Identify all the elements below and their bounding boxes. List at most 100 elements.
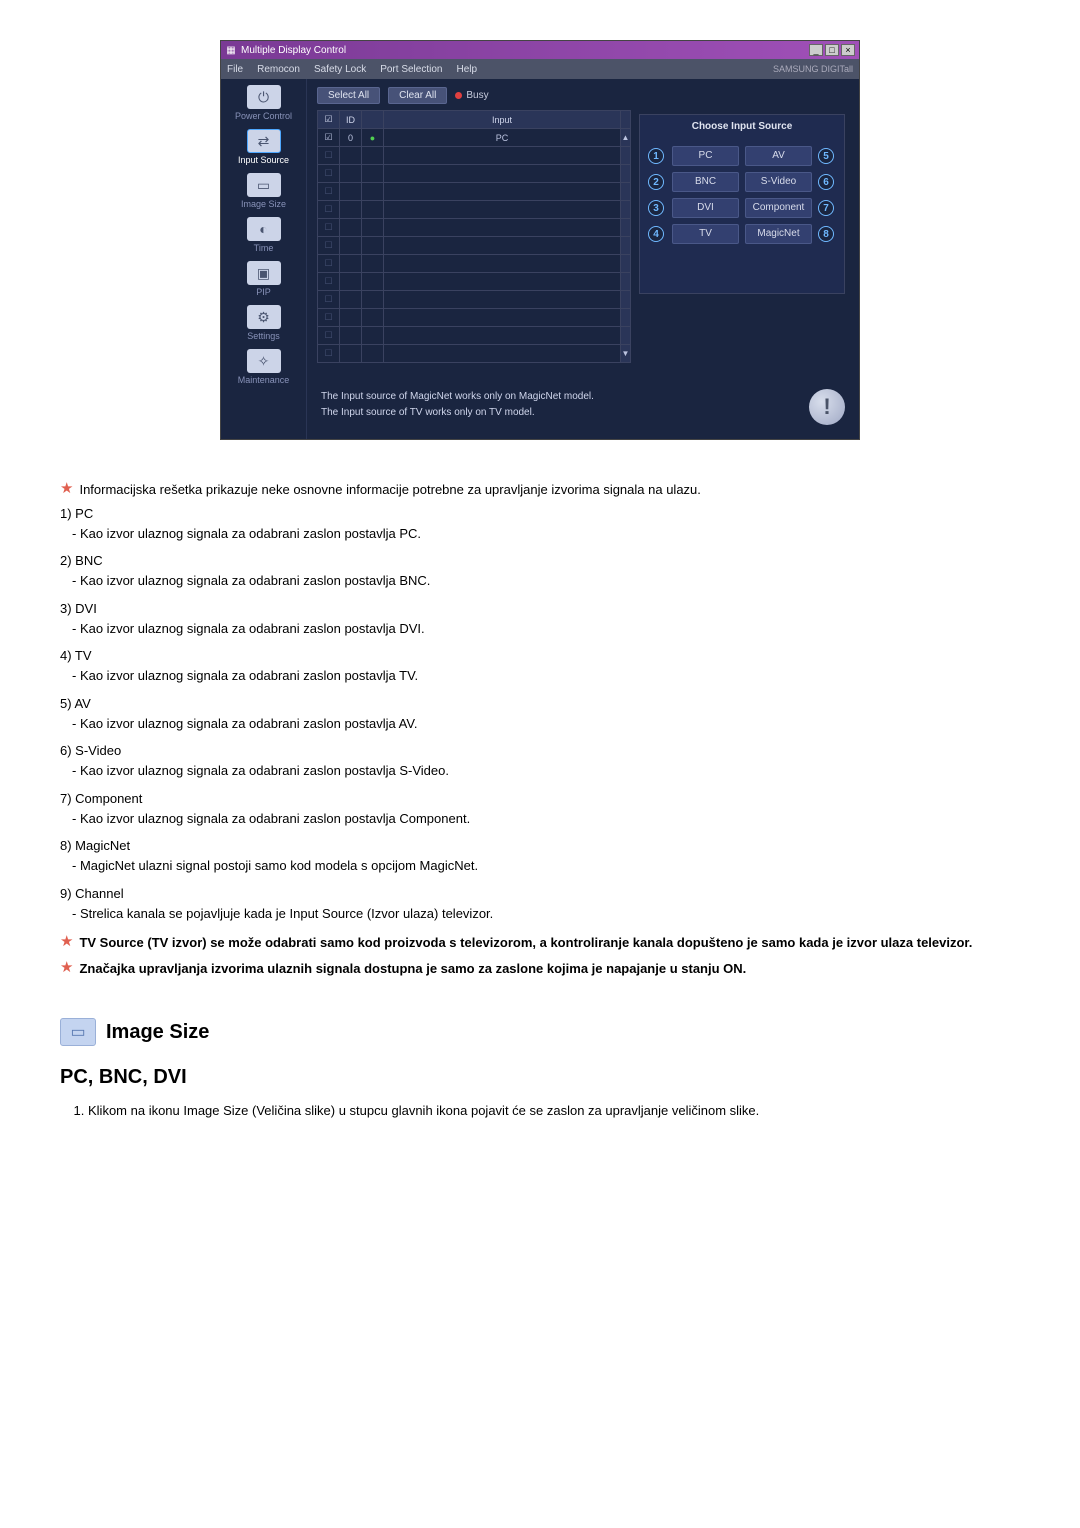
maximize-button[interactable]: □	[825, 44, 839, 56]
grid-cell	[384, 165, 621, 183]
window-buttons: _ □ ×	[809, 44, 855, 56]
grid-cell	[340, 327, 362, 345]
footer-line-2: The Input source of TV works only on TV …	[321, 405, 797, 421]
input-tv-button[interactable]: TV	[672, 224, 739, 244]
sidebar-item-maintenance[interactable]: ✧ Maintenance	[229, 347, 299, 387]
star-text-3: Značajka upravljanja izvorima ulaznih si…	[79, 959, 746, 979]
grid-cell	[362, 309, 384, 327]
sidebar-item-power-control[interactable]: ⏻Power Control	[229, 83, 299, 123]
star-text-1: Informacijska rešetka prikazuje neke osn…	[79, 480, 700, 500]
input-pc-button[interactable]: PC	[672, 146, 739, 166]
time-icon: ◐	[247, 217, 281, 241]
grid-cell	[384, 291, 621, 309]
app-screenshot: ▦ Multiple Display Control _ □ × File Re…	[220, 40, 860, 440]
grid-cell	[340, 273, 362, 291]
power-control-icon: ⏻	[247, 85, 281, 109]
grid-cell	[362, 201, 384, 219]
input-magicnet-button[interactable]: MagicNet	[745, 224, 812, 244]
list-item: 4) TV- Kao izvor ulaznog signala za odab…	[60, 648, 1020, 686]
app-window: ▦ Multiple Display Control _ □ × File Re…	[220, 40, 860, 440]
sidebar-item-pip[interactable]: ▣PIP	[229, 259, 299, 299]
main-area: Select All Clear All Busy ☑IDInput☑0●PC▲…	[307, 79, 859, 439]
input-av-button[interactable]: AV	[745, 146, 812, 166]
sidebar-item-input-source[interactable]: ⇄ Input Source	[229, 127, 299, 167]
image-size-icon: ▭	[60, 1018, 96, 1046]
grid-cell	[340, 183, 362, 201]
number-circle: 5	[818, 148, 834, 164]
list-item: 9) Channel- Strelica kanala se pojavljuj…	[60, 886, 1020, 924]
menu-remocon[interactable]: Remocon	[257, 64, 300, 75]
app-body: ⏻Power Control ⇄ Input Source ▭Image Size ◐ T…	[221, 79, 859, 439]
list-item: 7) Component- Kao izvor ulaznog signala …	[60, 791, 1020, 829]
list-item-label: 5) AV	[60, 696, 1020, 711]
menu-help[interactable]: Help	[456, 64, 477, 75]
sidebar-item-label: Maintenance	[238, 375, 290, 385]
star-icon: ★	[60, 480, 73, 498]
info-grid: ☑IDInput☑0●PC▲☐☐☐☐☐☐☐☐☐☐☐☐▼	[317, 110, 631, 379]
list-item-label: 3) DVI	[60, 601, 1020, 616]
star-icon: ★	[60, 933, 73, 951]
list-item: 8) MagicNet- MagicNet ulazni signal post…	[60, 838, 1020, 876]
minimize-button[interactable]: _	[809, 44, 823, 56]
grid-cell	[362, 255, 384, 273]
grid-cell: ☐	[318, 309, 340, 327]
grid-cell	[384, 183, 621, 201]
grid-cell: ☐	[318, 237, 340, 255]
grid-cell	[384, 201, 621, 219]
list-item-desc: - Kao izvor ulaznog signala za odabrani …	[72, 666, 1020, 686]
instruction-list: Klikom na ikonu Image Size (Veličina sli…	[88, 1101, 1020, 1121]
info-icon: !	[809, 389, 845, 425]
input-source-panel: Choose Input Source 1PCAV52BNCS-Video63D…	[639, 110, 849, 379]
menu-safety-lock[interactable]: Safety Lock	[314, 64, 366, 75]
list-item: 1) PC- Kao izvor ulaznog signala za odab…	[60, 506, 1020, 544]
clear-all-button[interactable]: Clear All	[388, 87, 447, 104]
input-component-button[interactable]: Component	[745, 198, 812, 218]
sidebar-item-settings[interactable]: ⚙Settings	[229, 303, 299, 343]
grid-cell	[340, 165, 362, 183]
grid-cell	[340, 345, 362, 363]
list-item: 6) S-Video- Kao izvor ulaznog signala za…	[60, 743, 1020, 781]
grid-cell	[384, 327, 621, 345]
grid-cell	[384, 345, 621, 363]
menu-port-selection[interactable]: Port Selection	[380, 64, 442, 75]
maintenance-icon: ✧	[247, 349, 281, 373]
grid-cell	[384, 273, 621, 291]
grid-cell	[340, 201, 362, 219]
sidebar-item-image-size[interactable]: ▭Image Size	[229, 171, 299, 211]
input-source-icon: ⇄	[247, 129, 281, 153]
grid-cell: ☑	[318, 129, 340, 147]
grid-cell	[362, 273, 384, 291]
sidebar-item-label: Input Source	[238, 155, 289, 165]
app-icon: ▦	[225, 44, 237, 56]
input-dvi-button[interactable]: DVI	[672, 198, 739, 218]
toolbar: Select All Clear All Busy	[307, 79, 859, 110]
list-item-label: 2) BNC	[60, 553, 1020, 568]
grid-cell: ☐	[318, 219, 340, 237]
grid-cell	[362, 183, 384, 201]
sidebar: ⏻Power Control ⇄ Input Source ▭Image Size ◐ T…	[221, 79, 307, 439]
grid-header	[362, 111, 384, 129]
menu-file[interactable]: File	[227, 64, 243, 75]
grid-cell	[384, 237, 621, 255]
star-note-3: ★ Značajka upravljanja izvorima ulaznih …	[60, 959, 1020, 979]
star-note-2: ★ TV Source (TV izvor) se može odabrati …	[60, 933, 1020, 953]
grid-cell: ●	[362, 129, 384, 147]
image-size-icon: ▭	[247, 173, 281, 197]
input-svideo-button[interactable]: S-Video	[745, 172, 812, 192]
grid-cell: ☐	[318, 147, 340, 165]
subheading: PC, BNC, DVI	[60, 1066, 1020, 1089]
list-item-desc: - Kao izvor ulaznog signala za odabrani …	[72, 619, 1020, 639]
star-note-1: ★ Informacijska rešetka prikazuje neke o…	[60, 480, 1020, 500]
sidebar-item-time[interactable]: ◐ Time	[229, 215, 299, 255]
close-button[interactable]: ×	[841, 44, 855, 56]
list-item-label: 6) S-Video	[60, 743, 1020, 758]
grid-header: ID	[340, 111, 362, 129]
sidebar-item-label: Time	[254, 243, 274, 253]
grid-cell	[340, 219, 362, 237]
input-bnc-button[interactable]: BNC	[672, 172, 739, 192]
grid-cell: ☐	[318, 165, 340, 183]
grid-header: ☑	[318, 111, 340, 129]
grid-cell	[362, 165, 384, 183]
list-item-label: 7) Component	[60, 791, 1020, 806]
select-all-button[interactable]: Select All	[317, 87, 380, 104]
